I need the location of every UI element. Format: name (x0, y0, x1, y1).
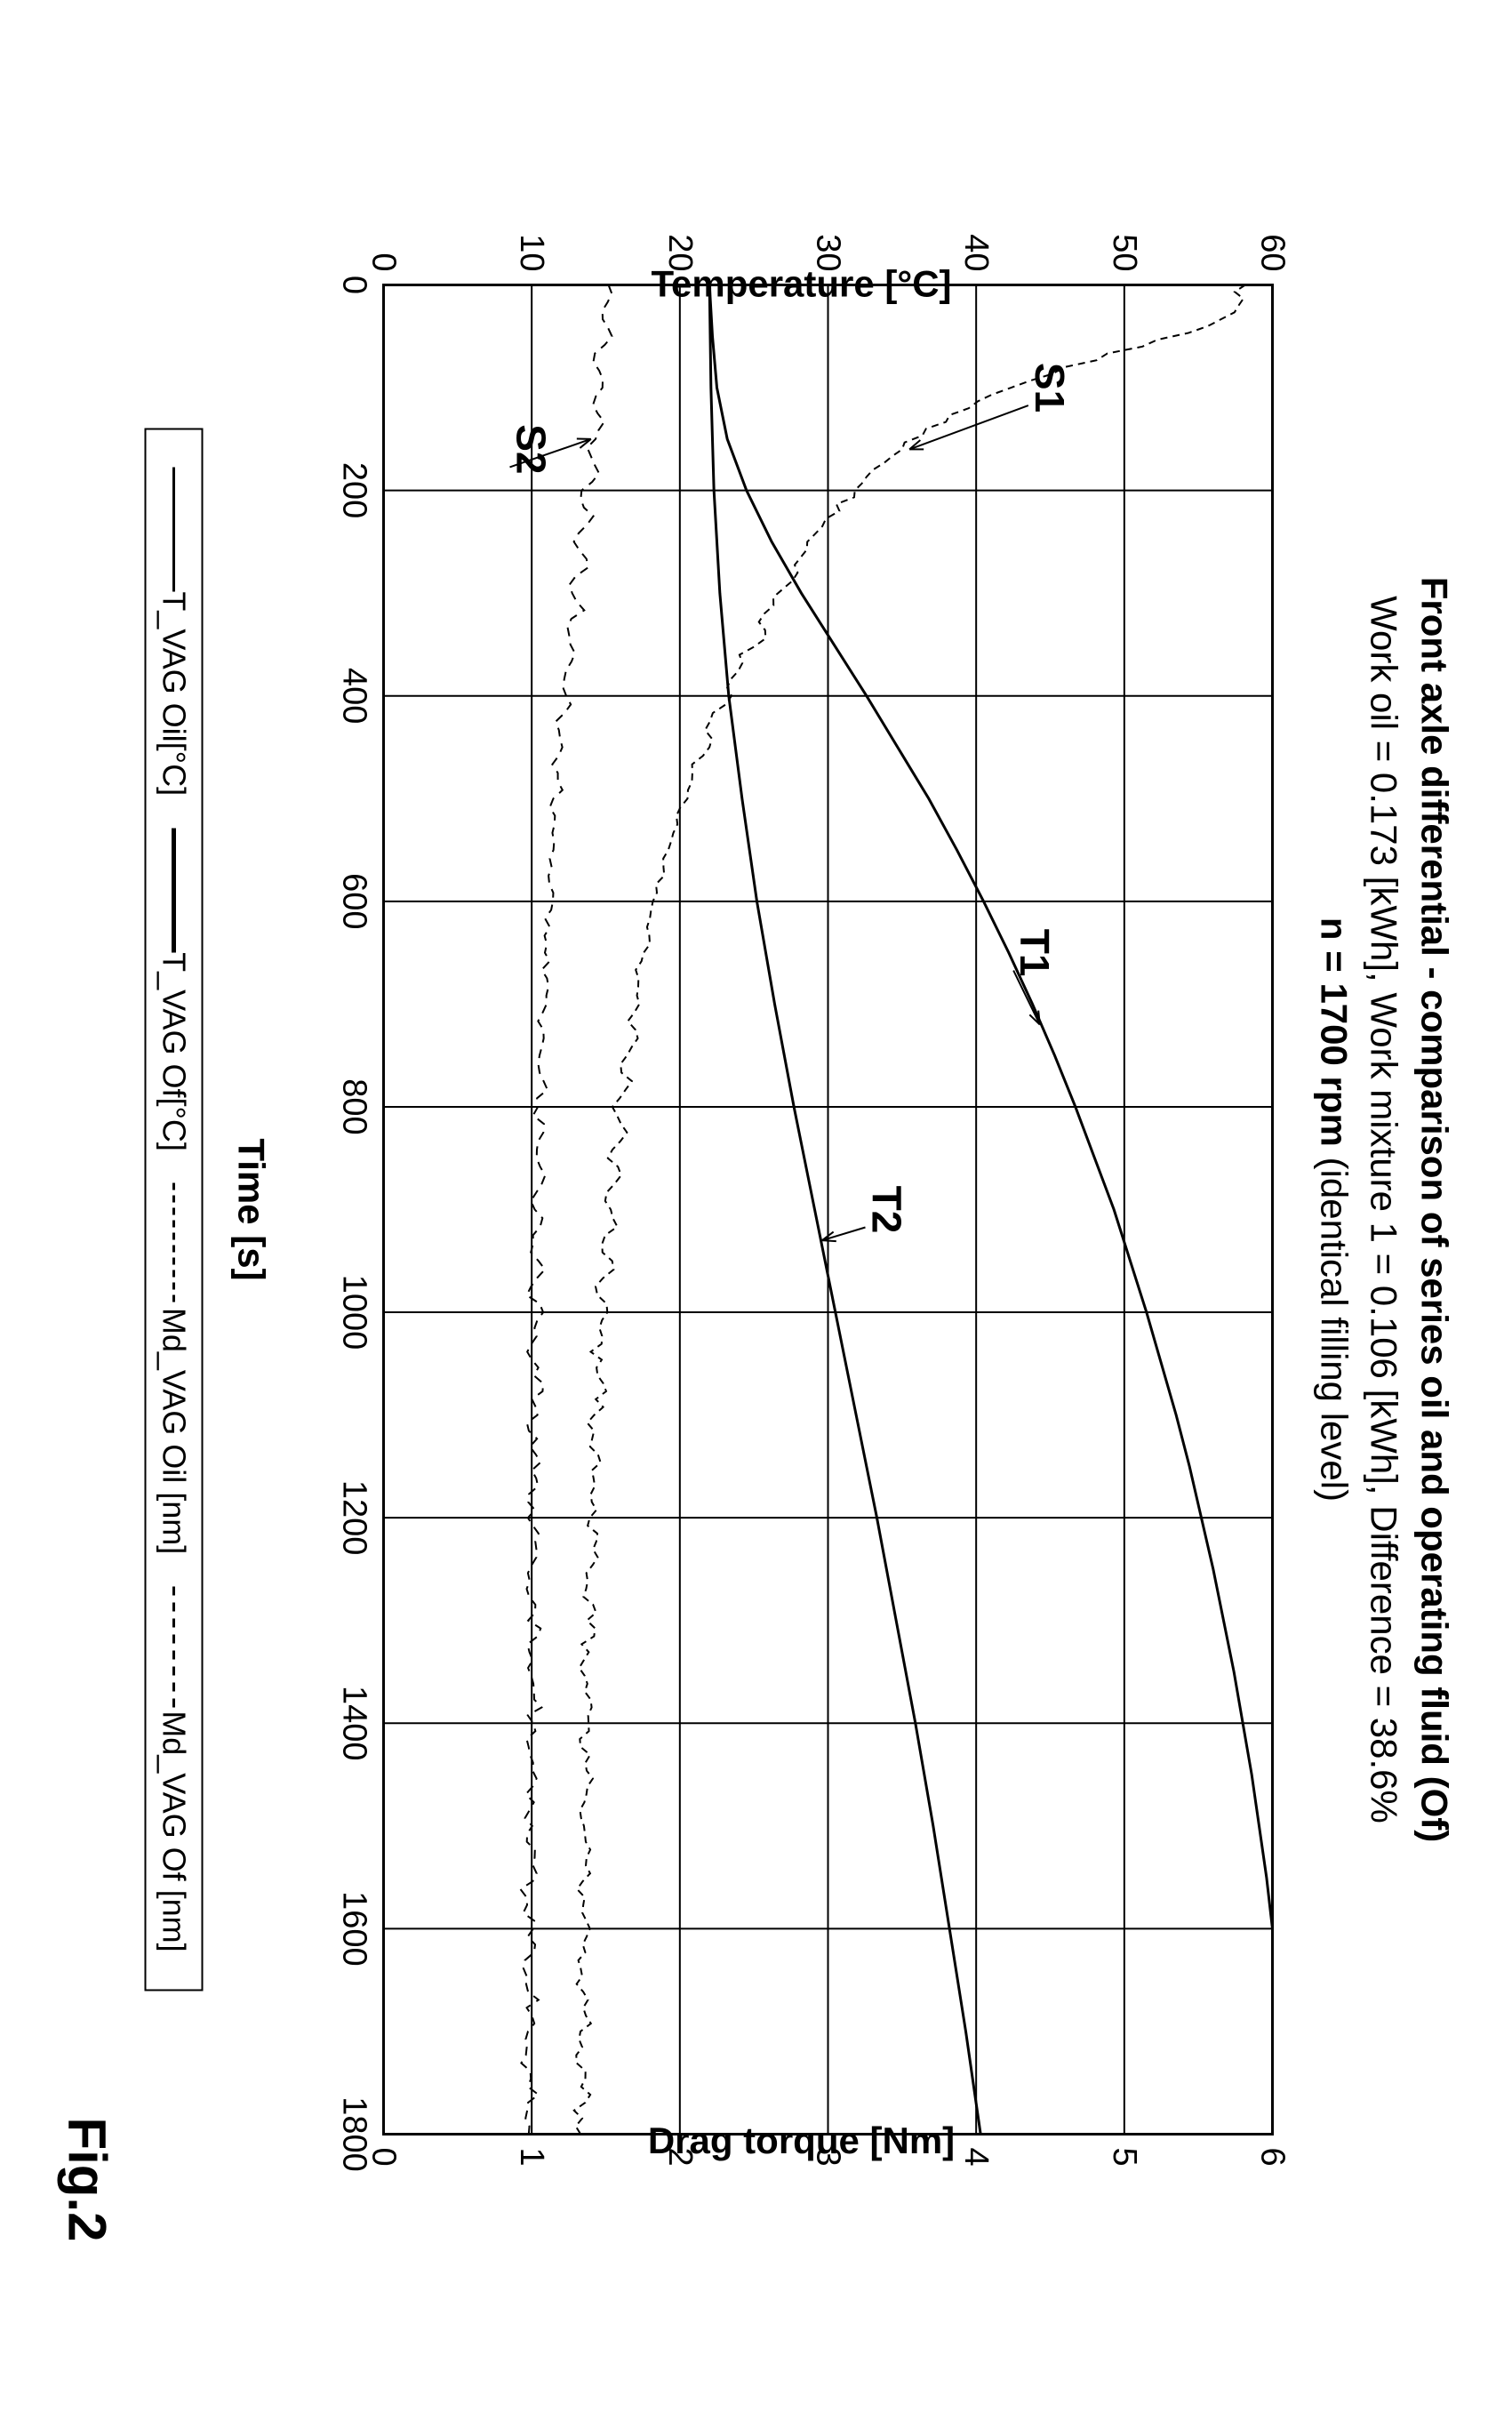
chart-title-block: Front axle differential - comparison of … (1308, 71, 1459, 2349)
svg-text:0: 0 (364, 2148, 402, 2167)
svg-text:1200: 1200 (335, 1480, 372, 1556)
legend-item: T_VAG Oil[°C] (155, 467, 192, 796)
legend-label: Md_VAG Of [nm] (155, 1711, 192, 1951)
legend-item: T_VAG Of[°C] (155, 828, 192, 1151)
svg-text:10: 10 (513, 234, 550, 271)
title-line2: Work oil = 0.173 [kWh], Work mixture 1 =… (1358, 71, 1409, 2349)
legend-label: Md_VAG Oil [nm] (155, 1308, 192, 1554)
annotation-T1: T1 (1012, 929, 1058, 977)
y-axis-right-label: Drag torque [Nm] (648, 2120, 955, 2162)
chart-svg: 0200400600800100012001400160018000102030… (312, 188, 1290, 2232)
series-T2 (709, 285, 980, 2135)
legend-row: T_VAG Oil[°C] T_VAG Of[°C] Md_VAG Oil [nm]… (144, 71, 229, 2349)
legend-label: T_VAG Of[°C] (155, 952, 192, 1151)
legend-box: T_VAG Oil[°C] T_VAG Of[°C] Md_VAG Oil [nm]… (144, 428, 203, 1991)
annotation-S1: S1 (1027, 363, 1073, 413)
svg-text:0: 0 (335, 276, 372, 294)
series-S2 (520, 285, 612, 2135)
svg-text:0: 0 (364, 252, 402, 271)
title-line1: Front axle differential - comparison of … (1409, 71, 1460, 2349)
svg-text:1400: 1400 (335, 1686, 372, 1761)
svg-text:40: 40 (957, 234, 995, 271)
annotation-T2: T2 (863, 1186, 909, 1234)
svg-text:600: 600 (335, 873, 372, 929)
svg-text:5: 5 (1106, 2148, 1143, 2167)
svg-text:50: 50 (1106, 234, 1143, 271)
svg-text:400: 400 (335, 668, 372, 724)
x-axis-label: Time [s] (229, 71, 272, 2349)
svg-text:1600: 1600 (335, 1891, 372, 1967)
svg-text:200: 200 (335, 462, 372, 518)
svg-text:800: 800 (335, 1078, 372, 1134)
legend-label: T_VAG Oil[°C] (155, 591, 192, 796)
svg-text:6: 6 (1253, 2148, 1290, 2167)
figure-rotated-wrap: Front axle differential - comparison of … (54, 71, 1460, 2349)
figure-caption: Fig.2 (56, 71, 117, 2349)
annotation-S2: S2 (508, 424, 554, 474)
title-line3: n = 1700 rpm (identical filling level) (1308, 71, 1358, 2349)
svg-text:60: 60 (1253, 234, 1290, 271)
svg-text:1000: 1000 (335, 1275, 372, 1350)
chart-area: Temperature [°C] Drag torque [Nm] 020040… (312, 188, 1290, 2232)
svg-text:4: 4 (957, 2148, 995, 2167)
legend-item: Md_VAG Of [nm] (155, 1586, 192, 1951)
svg-text:1: 1 (513, 2148, 550, 2167)
legend-item: Md_VAG Oil [nm] (155, 1183, 192, 1554)
title-line3-rest: (identical filling level) (1313, 1147, 1355, 1502)
y-axis-left-label: Temperature [°C] (651, 263, 951, 306)
title-line3-bold: n = 1700 rpm (1313, 918, 1355, 1147)
